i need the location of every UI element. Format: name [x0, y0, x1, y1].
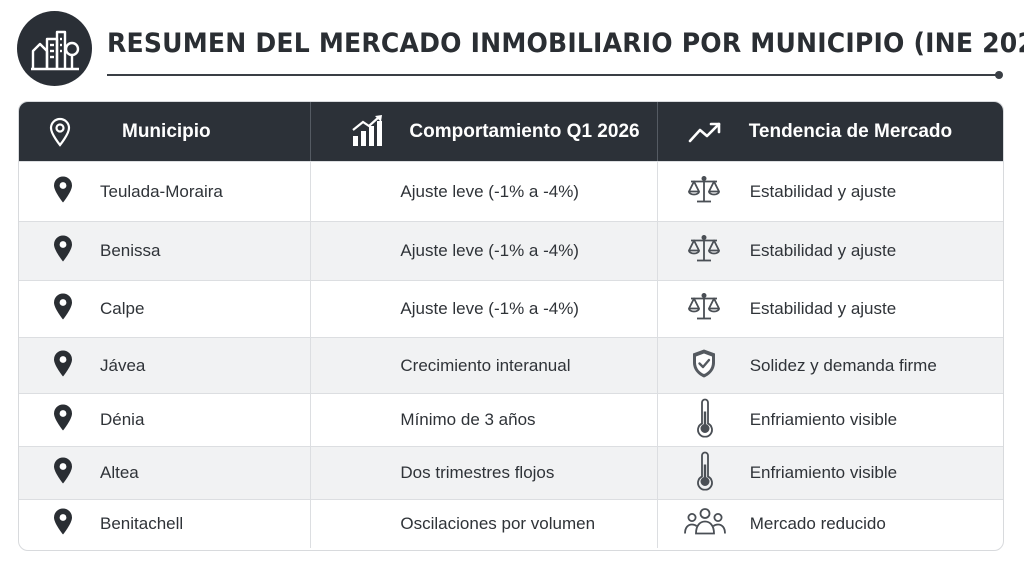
cell-municipio: Benissa	[19, 222, 312, 280]
comportamiento-text: Ajuste leve (-1% a -4%)	[400, 299, 579, 318]
market-summary-table: Municipio Comportamiento Q1 2026 Tende	[18, 101, 1004, 551]
location-pin-icon	[53, 175, 73, 208]
column-label-tendencia: Tendencia de Mercado	[748, 121, 953, 142]
balance-scale-icon	[687, 292, 721, 327]
comportamiento-text: Ajuste leve (-1% a -4%)	[400, 241, 579, 260]
cell-comportamiento: Dos trimestres flojos	[311, 447, 658, 499]
municipio-name: Altea	[100, 463, 139, 482]
tendencia-text: Estabilidad y ajuste	[749, 241, 897, 260]
municipio-name: Jávea	[100, 355, 146, 375]
municipio-name: Benitachell	[100, 514, 184, 533]
tendencia-text: Estabilidad y ajuste	[749, 181, 897, 201]
column-header-tendencia[interactable]: Tendencia de Mercado	[658, 102, 1003, 161]
location-pin-icon	[53, 349, 73, 382]
cell-tendencia: Estabilidad y ajuste	[658, 222, 1003, 280]
comportamiento-text: Mínimo de 3 años	[400, 410, 536, 429]
location-pin-icon	[49, 117, 71, 153]
location-pin-icon	[53, 293, 73, 326]
cell-municipio: Benitachell	[19, 500, 312, 548]
table-row: Altea Dos trimestres flojos Enfriamiento…	[19, 446, 1003, 499]
thermometer-icon	[696, 398, 714, 443]
column-header-municipio[interactable]: Municipio	[19, 102, 312, 161]
comportamiento-text: Oscilaciones por volumen	[400, 514, 596, 533]
municipio-name: Teulada-Moraira	[100, 181, 223, 201]
tendencia-text: Enfriamiento visible	[749, 463, 898, 482]
cell-comportamiento: Ajuste leve (-1% a -4%)	[311, 281, 658, 337]
tendencia-text: Enfriamiento visible	[749, 410, 898, 429]
table-header: Municipio Comportamiento Q1 2026 Tende	[19, 102, 1003, 161]
municipio-name: Calpe	[100, 299, 145, 318]
comportamiento-text: Ajuste leve (-1% a -4%)	[400, 181, 579, 201]
location-pin-icon	[53, 508, 73, 541]
cell-municipio: Teulada-Moraira	[19, 162, 312, 221]
balance-scale-icon	[687, 174, 721, 209]
cell-comportamiento: Oscilaciones por volumen	[311, 500, 658, 548]
location-pin-icon	[53, 235, 73, 268]
cell-comportamiento: Crecimiento interanual	[311, 338, 658, 393]
table-row: Dénia Mínimo de 3 años Enfriamiento visi…	[19, 393, 1003, 446]
location-pin-icon	[53, 404, 73, 437]
table-row: Benissa Ajuste leve (-1% a -4%) Estabili…	[19, 221, 1003, 280]
title-divider	[107, 74, 997, 76]
shield-check-icon	[691, 347, 717, 384]
comportamiento-text: Crecimiento interanual	[400, 355, 571, 375]
cell-tendencia: Mercado reducido	[658, 500, 1003, 548]
cell-tendencia: Enfriamiento visible	[658, 394, 1003, 446]
balance-scale-icon	[687, 234, 721, 269]
cell-tendencia: Estabilidad y ajuste	[658, 162, 1003, 221]
cell-municipio: Altea	[19, 447, 312, 499]
cell-municipio: Calpe	[19, 281, 312, 337]
people-group-icon	[683, 507, 726, 542]
municipio-name: Benissa	[100, 241, 161, 260]
column-label-comportamiento: Comportamiento Q1 2026	[409, 121, 640, 142]
table-row: Jávea Crecimiento interanual Solidez y d…	[19, 337, 1003, 393]
municipio-name: Dénia	[100, 410, 145, 429]
location-pin-icon	[53, 457, 73, 490]
thermometer-icon	[696, 451, 714, 496]
tendencia-text: Estabilidad y ajuste	[749, 299, 897, 318]
cell-municipio: Jávea	[19, 338, 312, 393]
trend-arrow-icon	[688, 121, 722, 149]
tendencia-text: Mercado reducido	[749, 514, 886, 533]
table-row: Calpe Ajuste leve (-1% a -4%) Estabilida…	[19, 280, 1003, 337]
comportamiento-text: Dos trimestres flojos	[400, 463, 555, 482]
tendencia-text: Solidez y demanda firme	[749, 355, 937, 375]
bar-chart-growth-icon	[351, 114, 385, 154]
title-divider-dot	[995, 71, 1003, 79]
page-title: RESUMEN DEL MERCADO INMOBILIARIO POR MUN…	[107, 28, 1024, 59]
table-row: Teulada-Moraira Ajuste leve (-1% a -4%) …	[19, 161, 1003, 221]
logo-badge	[17, 11, 92, 86]
cell-comportamiento: Ajuste leve (-1% a -4%)	[311, 222, 658, 280]
column-header-comportamiento[interactable]: Comportamiento Q1 2026	[311, 102, 658, 161]
cell-tendencia: Estabilidad y ajuste	[658, 281, 1003, 337]
cell-comportamiento: Ajuste leve (-1% a -4%)	[311, 162, 658, 221]
table-row: Benitachell Oscilaciones por volumen Mer…	[19, 499, 1003, 548]
column-label-municipio: Municipio	[122, 121, 211, 142]
city-buildings-icon	[30, 30, 79, 70]
cell-comportamiento: Mínimo de 3 años	[311, 394, 658, 446]
cell-tendencia: Solidez y demanda firme	[658, 338, 1003, 393]
cell-tendencia: Enfriamiento visible	[658, 447, 1003, 499]
cell-municipio: Dénia	[19, 394, 312, 446]
